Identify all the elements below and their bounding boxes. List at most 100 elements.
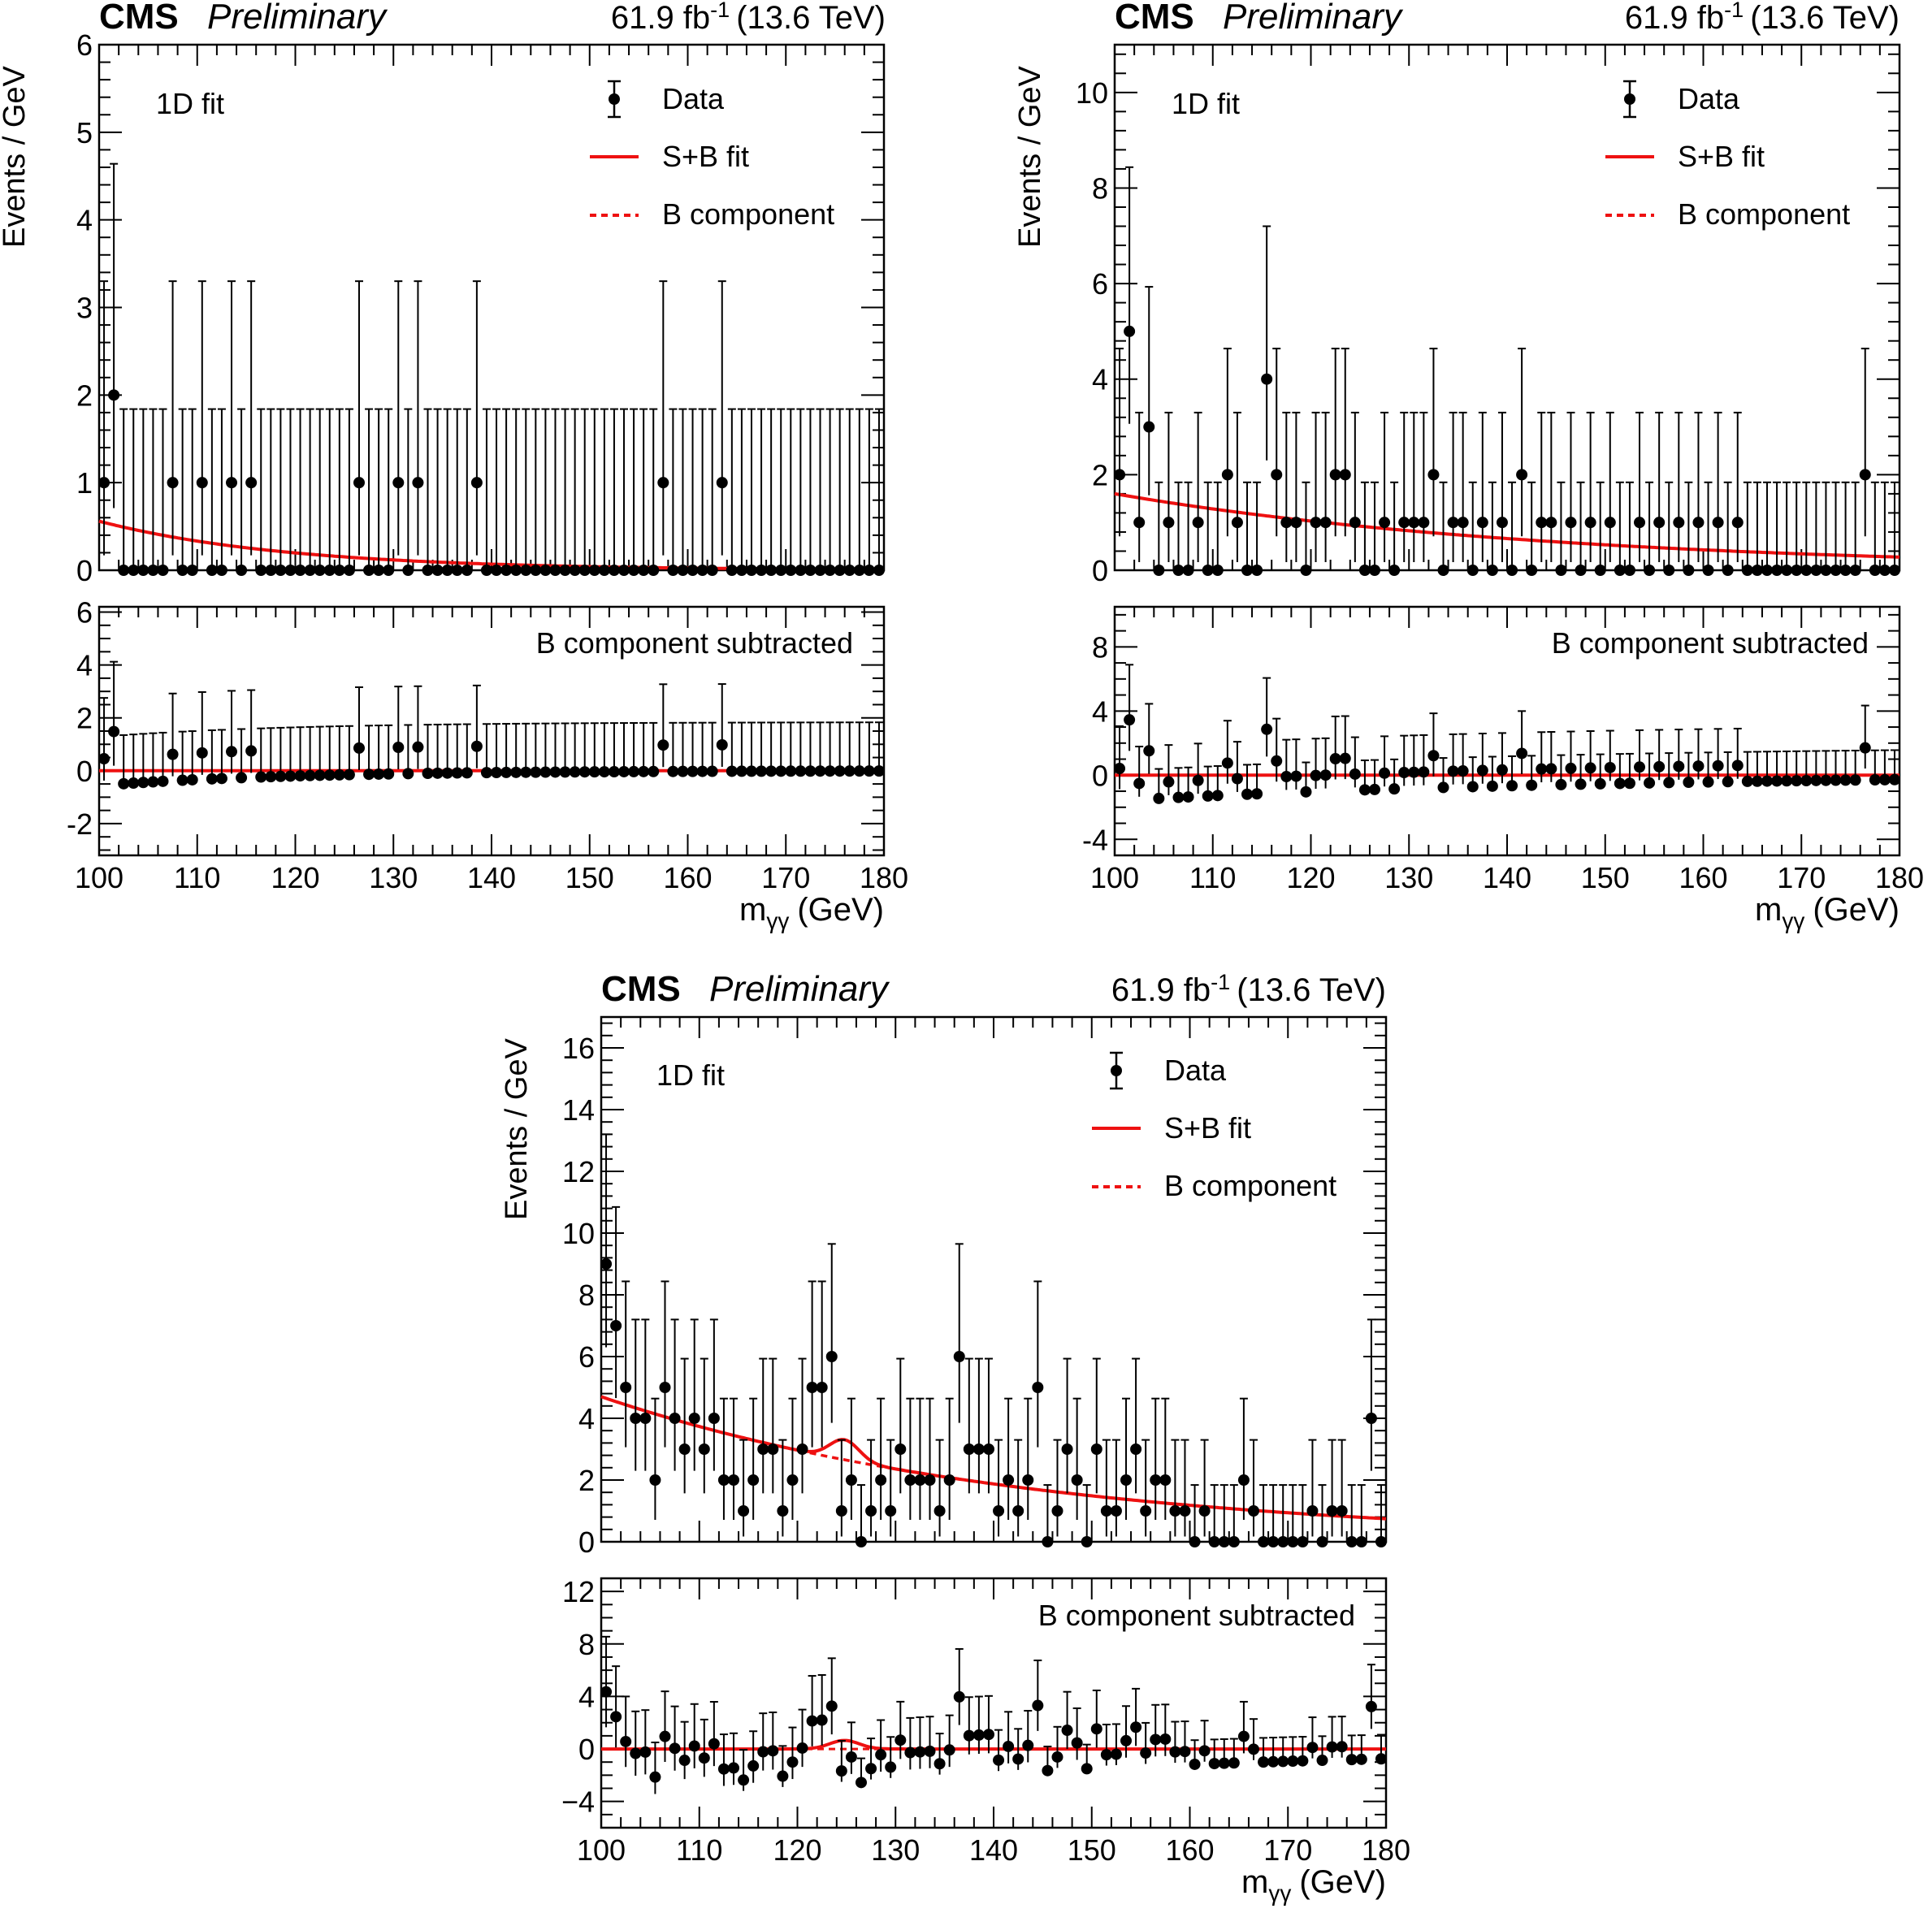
- ratio-data-point: [865, 1738, 877, 1780]
- ratio-data-point: [1221, 720, 1233, 784]
- ratio-y-tick-label: 4: [76, 649, 93, 682]
- data-point: [814, 408, 826, 576]
- data-point: [1182, 481, 1194, 576]
- data-point: [638, 408, 650, 576]
- data-point: [728, 1397, 740, 1521]
- data-point: [795, 408, 807, 576]
- data-point: [824, 408, 836, 576]
- ratio-data-point: [1368, 759, 1380, 795]
- ratio-data-point: [816, 1674, 828, 1746]
- ratio-y-tick-label: 8: [1092, 630, 1108, 664]
- data-point: [1163, 411, 1175, 563]
- ratio-data-point: [767, 1711, 779, 1770]
- ratio-data-point: [1114, 725, 1126, 790]
- data-point: [1319, 411, 1332, 563]
- ratio-data-point: [1241, 764, 1254, 800]
- ratio-data-point: [667, 721, 679, 777]
- data-point: [1516, 348, 1528, 537]
- data-point: [608, 408, 620, 576]
- y-tick-label: 5: [76, 116, 93, 149]
- data-point: [1228, 1484, 1240, 1547]
- data-point: [1061, 1357, 1073, 1494]
- data-points: [600, 1133, 1387, 1547]
- data-point: [620, 1280, 632, 1448]
- ratio-data-point: [520, 722, 532, 778]
- ratio-data-point: [1849, 749, 1861, 786]
- ratio-data-point: [1447, 733, 1459, 785]
- ratio-data-point: [1003, 1711, 1015, 1764]
- cms-label: CMS: [601, 969, 681, 1009]
- y-tick-label: 6: [578, 1340, 595, 1374]
- ratio-data-point: [1349, 736, 1361, 788]
- data-point: [304, 408, 316, 576]
- ratio-data-point: [1365, 1664, 1377, 1729]
- data-point: [431, 408, 444, 576]
- ratio-data-point: [1192, 742, 1204, 794]
- data-point: [314, 408, 326, 576]
- main-frame: [97, 43, 886, 572]
- data-point: [639, 1318, 652, 1471]
- data-point: [137, 408, 149, 576]
- data-point: [1365, 1318, 1377, 1471]
- ratio-data-point: [855, 1757, 867, 1789]
- data-point: [1349, 411, 1361, 563]
- data-point: [735, 408, 747, 576]
- x-tick-label: 170: [1263, 1833, 1312, 1867]
- data-point: [816, 1280, 828, 1448]
- ratio-data-point: [128, 734, 140, 790]
- ratio-data-point: [696, 721, 708, 777]
- ratio-data-point: [628, 722, 640, 777]
- ratio-data-point: [1071, 1707, 1083, 1760]
- ratio-data-point: [1329, 715, 1341, 780]
- x-tick-label: 100: [577, 1833, 626, 1867]
- legend-b-label: B component: [1164, 1169, 1336, 1202]
- ratio-data-point: [412, 685, 424, 769]
- main-frame: [1113, 43, 1901, 572]
- lumi-exponent: -1: [710, 0, 730, 22]
- ratio-data-point: [795, 721, 807, 777]
- ratio-y-tick-label: 8: [578, 1628, 595, 1661]
- legend-data-label: Data: [1678, 82, 1740, 115]
- data-point: [843, 408, 856, 576]
- data-point: [875, 1397, 887, 1521]
- data-point: [1280, 411, 1293, 563]
- y-tick-label: 4: [578, 1402, 595, 1435]
- ratio-data-point: [618, 722, 630, 777]
- data-point: [1336, 1439, 1348, 1537]
- y-tick-label: 2: [76, 379, 93, 412]
- x-tick-label: 100: [1090, 861, 1139, 894]
- ratio-data-point: [1208, 1738, 1220, 1770]
- ratio-data-point: [1153, 768, 1165, 804]
- legend-b-label: B component: [662, 197, 834, 231]
- ratio-data-point: [1476, 732, 1488, 784]
- data-point: [1231, 411, 1243, 563]
- ratio-data-point: [1388, 758, 1401, 795]
- data-point: [1466, 481, 1479, 576]
- ratio-data-point: [530, 722, 542, 778]
- data-point: [600, 1133, 613, 1348]
- data-point: [1771, 481, 1783, 576]
- data-point: [786, 1397, 799, 1521]
- y-tick-label: 3: [76, 292, 93, 325]
- data-point: [1251, 481, 1263, 576]
- data-point: [1722, 481, 1734, 576]
- ratio-data-point: [1228, 1738, 1240, 1769]
- ratio-data-point: [1810, 750, 1822, 786]
- data-point: [1208, 1484, 1220, 1547]
- ratio-data-point: [1140, 1721, 1152, 1764]
- data-point: [924, 1397, 936, 1521]
- ratio-data-point: [726, 721, 738, 777]
- data-point: [678, 1357, 691, 1494]
- main-frame: [600, 1015, 1388, 1543]
- ratio-data-point: [756, 721, 768, 777]
- y-tick-label: 6: [1092, 267, 1108, 301]
- data-point: [993, 1439, 1005, 1537]
- b-component-curve: [1114, 492, 1900, 559]
- x-tick-label: 130: [369, 861, 418, 894]
- data-point: [1418, 411, 1430, 563]
- ratio-data-point: [549, 722, 561, 778]
- data-point: [657, 280, 669, 556]
- data-point: [1153, 481, 1165, 576]
- ratio-data-point: [1198, 1720, 1211, 1762]
- data-point: [441, 408, 453, 576]
